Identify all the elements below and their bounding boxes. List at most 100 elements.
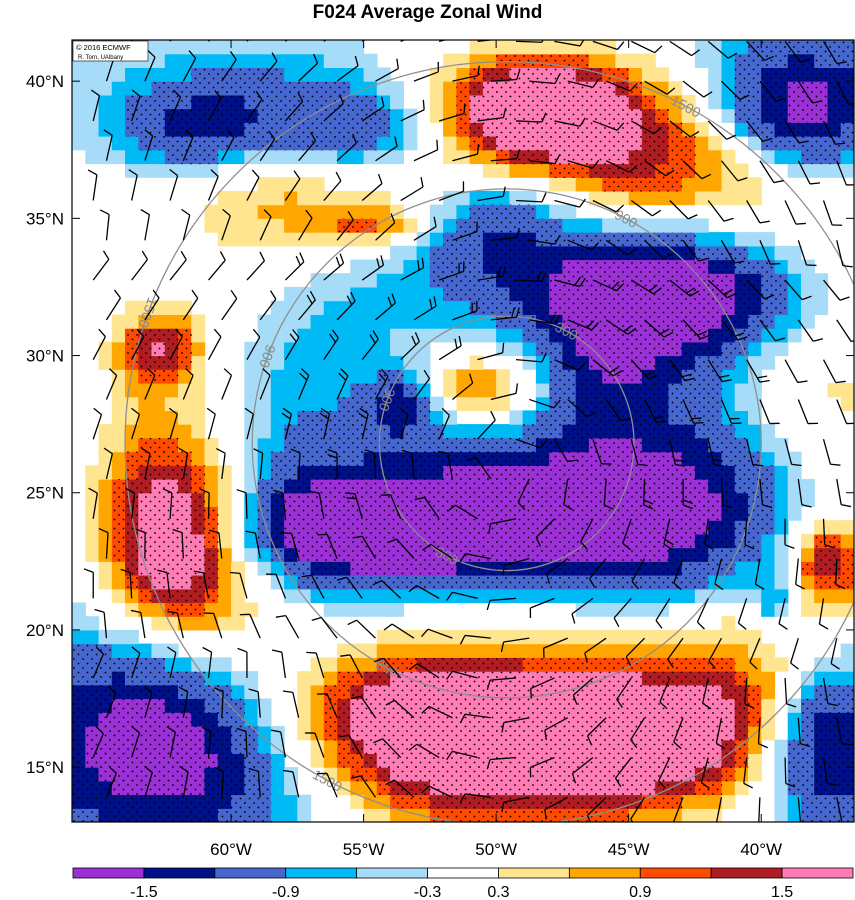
field-cell bbox=[178, 396, 192, 411]
stipple-cell bbox=[641, 273, 656, 288]
field-cell bbox=[244, 684, 259, 700]
stipple-cell bbox=[456, 533, 471, 549]
field-cell bbox=[734, 40, 749, 41]
field-cell bbox=[125, 410, 139, 425]
stipple-cell bbox=[231, 698, 245, 713]
stipple-cell bbox=[363, 122, 378, 137]
field-cell bbox=[774, 341, 789, 357]
stipple-cell bbox=[496, 108, 510, 123]
wind-barb bbox=[500, 637, 530, 652]
wind-barb bbox=[141, 447, 151, 480]
stipple-cell bbox=[535, 410, 550, 425]
stipple-cell bbox=[178, 479, 192, 494]
stipple-cell bbox=[814, 122, 829, 137]
field-cell bbox=[416, 643, 431, 658]
field-cell bbox=[575, 588, 590, 604]
stipple-cell bbox=[429, 492, 444, 507]
stipple-cell bbox=[164, 588, 179, 604]
wind-barb bbox=[515, 40, 544, 43]
field-cell bbox=[655, 629, 670, 645]
field-cell bbox=[111, 588, 126, 604]
field-cell bbox=[814, 40, 829, 41]
field-cell bbox=[72, 94, 86, 110]
stipple-cell bbox=[456, 218, 471, 233]
wind-barb bbox=[336, 291, 356, 321]
field-cell bbox=[814, 300, 829, 315]
field-cell bbox=[204, 437, 219, 453]
field-cell bbox=[376, 328, 391, 343]
field-cell bbox=[85, 520, 100, 535]
colorbar-swatch bbox=[214, 867, 287, 879]
colorbar-label: -0.9 bbox=[272, 884, 300, 900]
stipple-cell bbox=[125, 575, 139, 590]
wind-barb bbox=[282, 690, 300, 718]
stipple-cell bbox=[323, 81, 338, 96]
stipple-cell bbox=[522, 122, 537, 137]
field-cell bbox=[761, 149, 776, 165]
wind-barb bbox=[529, 74, 561, 85]
field-cell bbox=[509, 643, 524, 658]
stipple-cell bbox=[416, 780, 431, 796]
field-cell bbox=[284, 383, 298, 398]
field-cell bbox=[257, 726, 272, 741]
wind-barb bbox=[298, 53, 319, 82]
field-cell bbox=[509, 190, 524, 206]
field-cell bbox=[787, 492, 802, 507]
stipple-cell bbox=[138, 657, 153, 672]
wind-barb bbox=[323, 253, 345, 281]
stipple-cell bbox=[310, 451, 325, 466]
field-cell bbox=[217, 506, 232, 521]
stipple-cell bbox=[655, 520, 670, 535]
stipple-cell bbox=[337, 108, 351, 123]
stipple-cell bbox=[376, 561, 391, 576]
stipple-cell bbox=[111, 492, 126, 507]
field-cell bbox=[535, 355, 550, 370]
field-cell bbox=[628, 629, 643, 645]
stipple-cell bbox=[443, 698, 457, 713]
stipple-cell bbox=[641, 122, 656, 137]
stipple-cell bbox=[443, 273, 457, 288]
wind-barb bbox=[530, 677, 555, 699]
stipple-cell bbox=[681, 396, 696, 411]
wind-barb bbox=[182, 50, 197, 82]
field-cell bbox=[588, 602, 603, 617]
stipple-cell bbox=[85, 794, 100, 809]
stipple-cell bbox=[535, 684, 550, 700]
stipple-cell bbox=[350, 767, 365, 782]
stipple-cell bbox=[708, 533, 723, 549]
field-cell bbox=[761, 657, 776, 672]
stipple-cell bbox=[310, 424, 325, 439]
field-cell bbox=[761, 355, 776, 370]
stipple-cell bbox=[681, 767, 696, 782]
stipple-cell bbox=[164, 547, 179, 562]
wind-barb bbox=[605, 319, 637, 335]
field-cell bbox=[496, 369, 510, 384]
stipple-cell bbox=[840, 712, 854, 727]
stipple-cell bbox=[337, 726, 351, 741]
stipple-cell bbox=[363, 712, 378, 727]
stipple-cell bbox=[469, 136, 484, 151]
wind-barb bbox=[229, 571, 248, 599]
stipple-cell bbox=[748, 328, 762, 343]
stipple-cell bbox=[456, 437, 471, 453]
field-cell bbox=[774, 794, 789, 809]
wind-barb bbox=[400, 40, 406, 42]
stipple-cell bbox=[257, 808, 272, 822]
stipple-cell bbox=[748, 273, 762, 288]
stipple-cell bbox=[681, 657, 696, 672]
stipple-cell bbox=[178, 506, 192, 521]
field-cell bbox=[615, 588, 630, 604]
stipple-cell bbox=[204, 506, 219, 521]
stipple-cell bbox=[350, 396, 365, 411]
wind-barb bbox=[143, 686, 153, 718]
stipple-cell bbox=[814, 108, 829, 123]
field-cell bbox=[456, 588, 471, 604]
field-cell bbox=[840, 149, 854, 165]
wind-barb bbox=[682, 319, 711, 340]
field-cell bbox=[496, 588, 510, 604]
stipple-cell bbox=[694, 492, 709, 507]
stipple-cell bbox=[655, 314, 670, 329]
stipple-cell bbox=[482, 561, 497, 576]
stipple-cell bbox=[668, 561, 683, 576]
wind-barb bbox=[375, 293, 396, 321]
